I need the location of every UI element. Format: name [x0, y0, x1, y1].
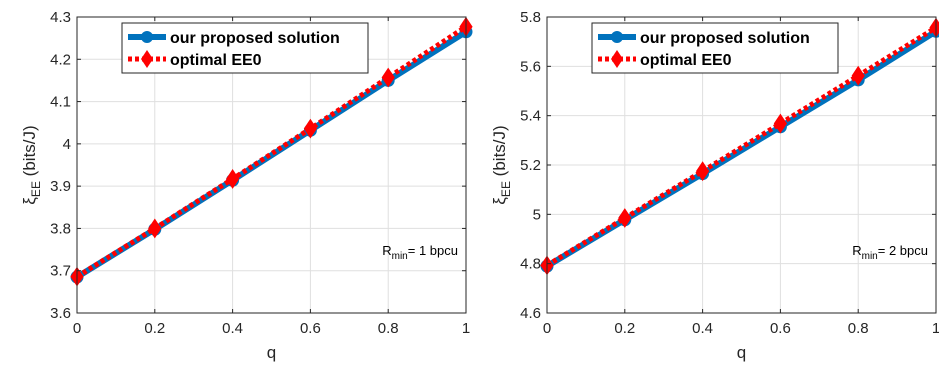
- x-tick-label: 1: [932, 320, 939, 337]
- x-axis-label: q: [737, 343, 746, 362]
- y-tick-label: 3.8: [50, 220, 71, 237]
- series-line-2: [545, 25, 938, 268]
- x-tick-label: 0.4: [692, 320, 713, 337]
- x-axis-label: q: [267, 343, 276, 362]
- x-tick-label: 0.2: [144, 320, 165, 337]
- legend: our proposed solution optimal EE0: [591, 22, 839, 74]
- legend-box: [121, 22, 369, 74]
- y-tick-label: 5.4: [520, 108, 541, 125]
- y-tick-label: 4.8: [520, 256, 541, 273]
- y-tick-label: 4.6: [520, 305, 541, 322]
- y-tick-label: 4: [63, 136, 71, 153]
- legend-marker: [611, 50, 623, 68]
- legend-marker: [141, 31, 153, 43]
- x-tick-label: 0.6: [300, 320, 321, 337]
- legend-marker: [141, 50, 153, 68]
- legend-label: our proposed solution: [640, 30, 810, 47]
- x-tick-label: 0: [73, 320, 81, 337]
- data-point: [618, 208, 632, 228]
- x-tick-label: 0.8: [378, 320, 399, 337]
- y-tick-label: 5.6: [520, 58, 541, 75]
- y-tick-label: 5.2: [520, 157, 541, 174]
- x-tick-label: 0.2: [614, 320, 635, 337]
- legend-marker: [611, 31, 623, 43]
- data-point: [303, 118, 318, 139]
- annotation: Rmin= 1 bpcu: [382, 243, 458, 262]
- y-tick-label: 3.9: [50, 178, 71, 195]
- data-point: [148, 218, 162, 239]
- x-tick-label: 0.6: [770, 320, 791, 337]
- y-axis-label: ξEE (bits/J): [20, 125, 43, 204]
- data-point: [695, 161, 710, 182]
- data-point: [381, 67, 395, 88]
- chart-panel-1: 0 0.2 0.4 0.6 0.8 1 3.6 3.7 3.8 3.9 4 4.1 4.2 4.3 q ξEE…: [20, 9, 473, 362]
- legend-label: our proposed solution: [170, 30, 340, 47]
- x-tick-label: 0.4: [222, 320, 243, 337]
- legend-label: optimal EE0: [170, 52, 262, 69]
- y-tick-label: 3.7: [50, 263, 71, 280]
- data-point: [225, 169, 240, 189]
- legend: our proposed solution optimal EE0: [121, 22, 369, 74]
- y-tick-label: 4.2: [50, 51, 71, 68]
- x-tick-label: 0: [543, 320, 551, 337]
- y-tick-label: 4.3: [50, 9, 71, 26]
- legend-label: optimal EE0: [640, 52, 732, 69]
- chart-panel-2: 0 0.2 0.4 0.6 0.8 1 4.6 4.8 5 5.2 5.4 5.6 5.8 q ξEE (b…: [490, 9, 939, 362]
- y-tick-label: 5: [533, 206, 541, 223]
- series-line-1: [75, 29, 468, 280]
- annotation: Rmin= 2 bpcu: [852, 243, 928, 262]
- y-tick-label: 4.1: [50, 94, 71, 111]
- y-tick-label: 5.8: [520, 9, 541, 26]
- data-point: [851, 65, 865, 86]
- x-tick-label: 0.8: [848, 320, 869, 337]
- y-tick-label: 3.6: [50, 305, 71, 322]
- y-axis-label: ξEE (bits/J): [490, 125, 513, 204]
- x-tick-label: 1: [462, 320, 470, 337]
- legend-box: [591, 22, 839, 74]
- data-point: [773, 113, 788, 134]
- axes-box: [76, 16, 467, 314]
